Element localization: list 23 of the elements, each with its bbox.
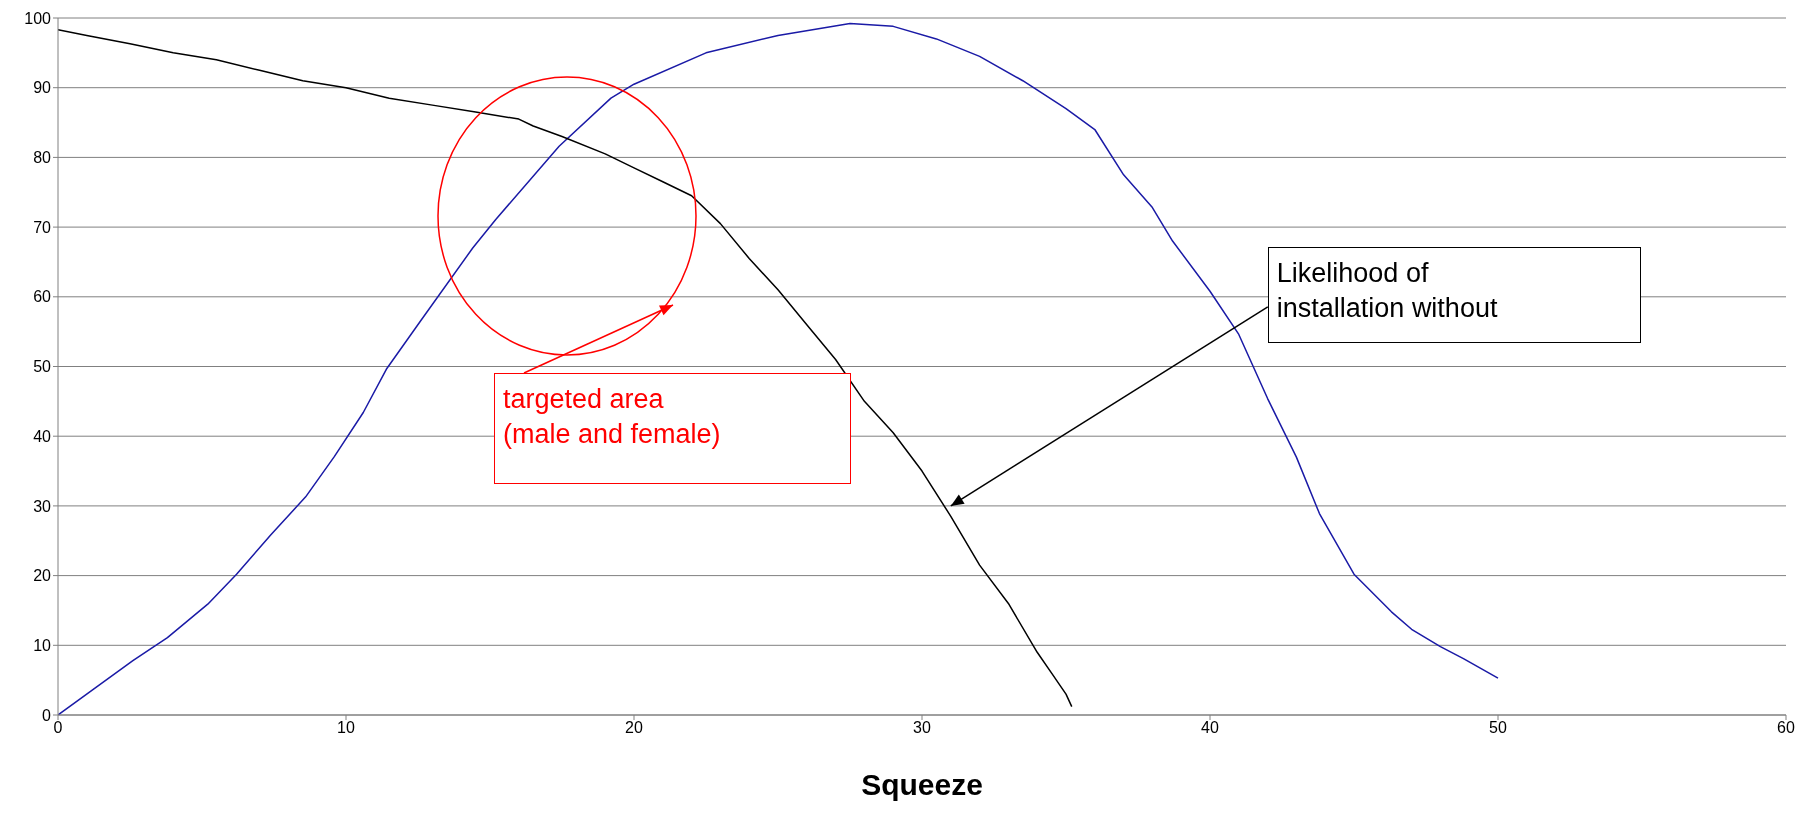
y-tick-label: 50 <box>33 358 52 376</box>
callout-box: targeted area (male and female) <box>494 373 851 484</box>
x-tick-label: 0 <box>53 719 63 737</box>
x-tick-label: 20 <box>625 719 643 737</box>
x-tick-label: 60 <box>1777 719 1795 737</box>
y-tick-label: 30 <box>33 497 52 515</box>
y-tick-label: 80 <box>33 149 52 167</box>
line-series <box>58 29 1073 708</box>
y-tick-label: 100 <box>24 9 52 27</box>
line-series <box>58 22 1499 715</box>
y-tick-label: 20 <box>33 567 52 585</box>
x-tick-label: 30 <box>913 719 931 737</box>
callout-box: Likelihood of installation without <box>1267 246 1641 343</box>
y-tick-label: 0 <box>42 706 52 724</box>
y-tick-label: 90 <box>33 79 52 97</box>
x-tick-label: 10 <box>337 719 355 737</box>
y-tick-label: 60 <box>33 288 52 306</box>
y-tick-label: 10 <box>33 636 52 654</box>
x-tick-label: 50 <box>1489 719 1507 737</box>
y-tick-label: 70 <box>33 218 52 236</box>
x-axis-title: Squeeze <box>861 768 983 801</box>
y-tick-label: 40 <box>33 427 52 445</box>
x-tick-label: 40 <box>1201 719 1219 737</box>
